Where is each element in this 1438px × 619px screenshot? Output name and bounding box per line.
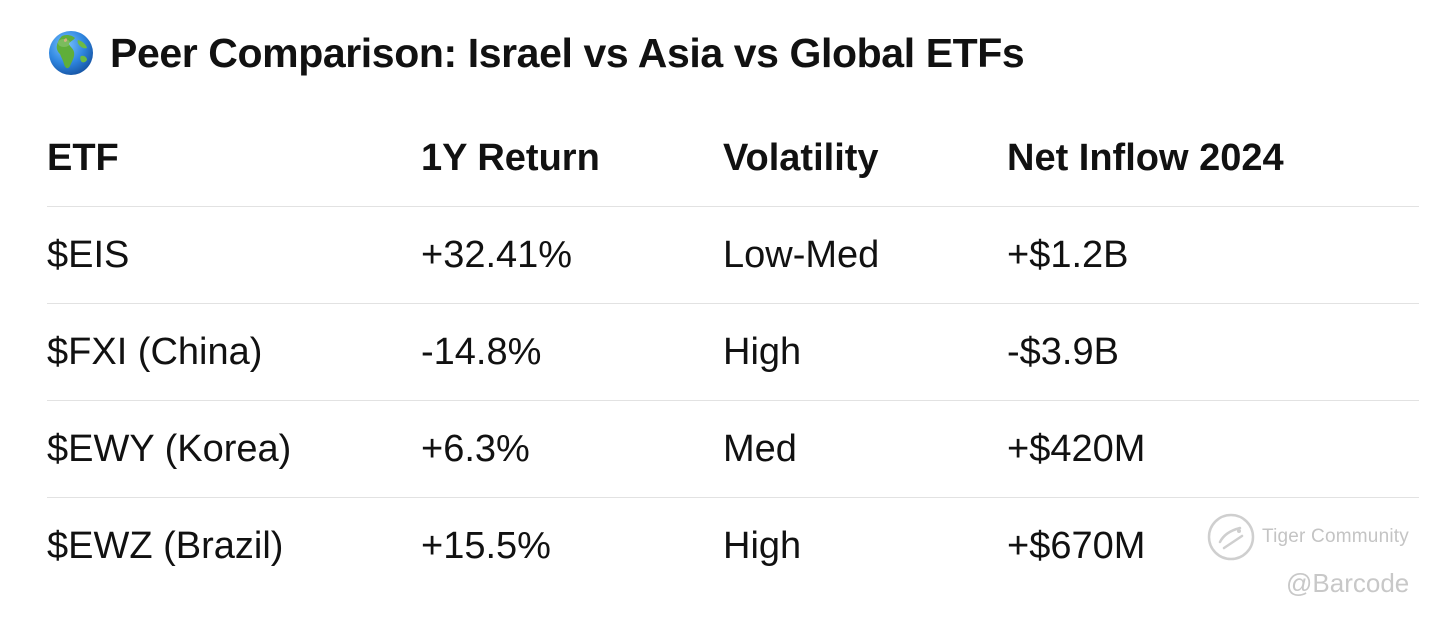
page-title: Peer Comparison: Israel vs Asia vs Globa…	[110, 29, 1025, 76]
table-row: $EIS +32.41% Low-Med +$1.2B	[47, 207, 1419, 304]
cell-net-inflow: +$1.2B	[1007, 234, 1129, 276]
cell-volatility: Med	[723, 428, 797, 470]
tiger-logo-icon	[1207, 513, 1255, 561]
table-row: $EWY (Korea) +6.3% Med +$420M	[47, 401, 1419, 498]
cell-net-inflow: -$3.9B	[1007, 331, 1119, 373]
column-header-net-inflow: Net Inflow 2024	[1007, 137, 1284, 179]
cell-etf: $EWZ (Brazil)	[47, 525, 284, 567]
cell-volatility: Low-Med	[723, 234, 880, 276]
cell-1y-return: +15.5%	[421, 525, 551, 567]
column-header-volatility: Volatility	[723, 137, 879, 179]
watermark-user: @Barcode	[1286, 568, 1410, 598]
cell-net-inflow: +$420M	[1007, 428, 1146, 470]
cell-etf: $EIS	[47, 234, 130, 276]
cell-net-inflow: +$670M	[1007, 525, 1146, 567]
cell-etf: $FXI (China)	[47, 331, 263, 373]
column-header-etf: ETF	[47, 137, 119, 179]
table-row: $EWZ (Brazil) +15.5% High +$670M	[47, 498, 1419, 594]
cell-1y-return: +32.41%	[421, 234, 573, 276]
watermark-brand: Tiger Community	[1262, 526, 1409, 547]
cell-etf: $EWY (Korea)	[47, 428, 292, 470]
table-row: $FXI (China) -14.8% High -$3.9B	[47, 304, 1419, 401]
column-header-1y-return: 1Y Return	[421, 137, 600, 179]
watermark: Tiger Community	[1206, 512, 1409, 562]
table-header-row: ETF 1Y Return Volatility Net Inflow 2024	[47, 110, 1419, 207]
page-header: Peer Comparison: Israel vs Asia vs Globa…	[48, 26, 1025, 80]
globe-icon	[49, 31, 93, 75]
cell-1y-return: +6.3%	[421, 428, 530, 470]
comparison-table: ETF 1Y Return Volatility Net Inflow 2024…	[47, 110, 1419, 594]
cell-volatility: High	[723, 331, 802, 373]
cell-volatility: High	[723, 525, 802, 567]
cell-1y-return: -14.8%	[421, 331, 542, 373]
